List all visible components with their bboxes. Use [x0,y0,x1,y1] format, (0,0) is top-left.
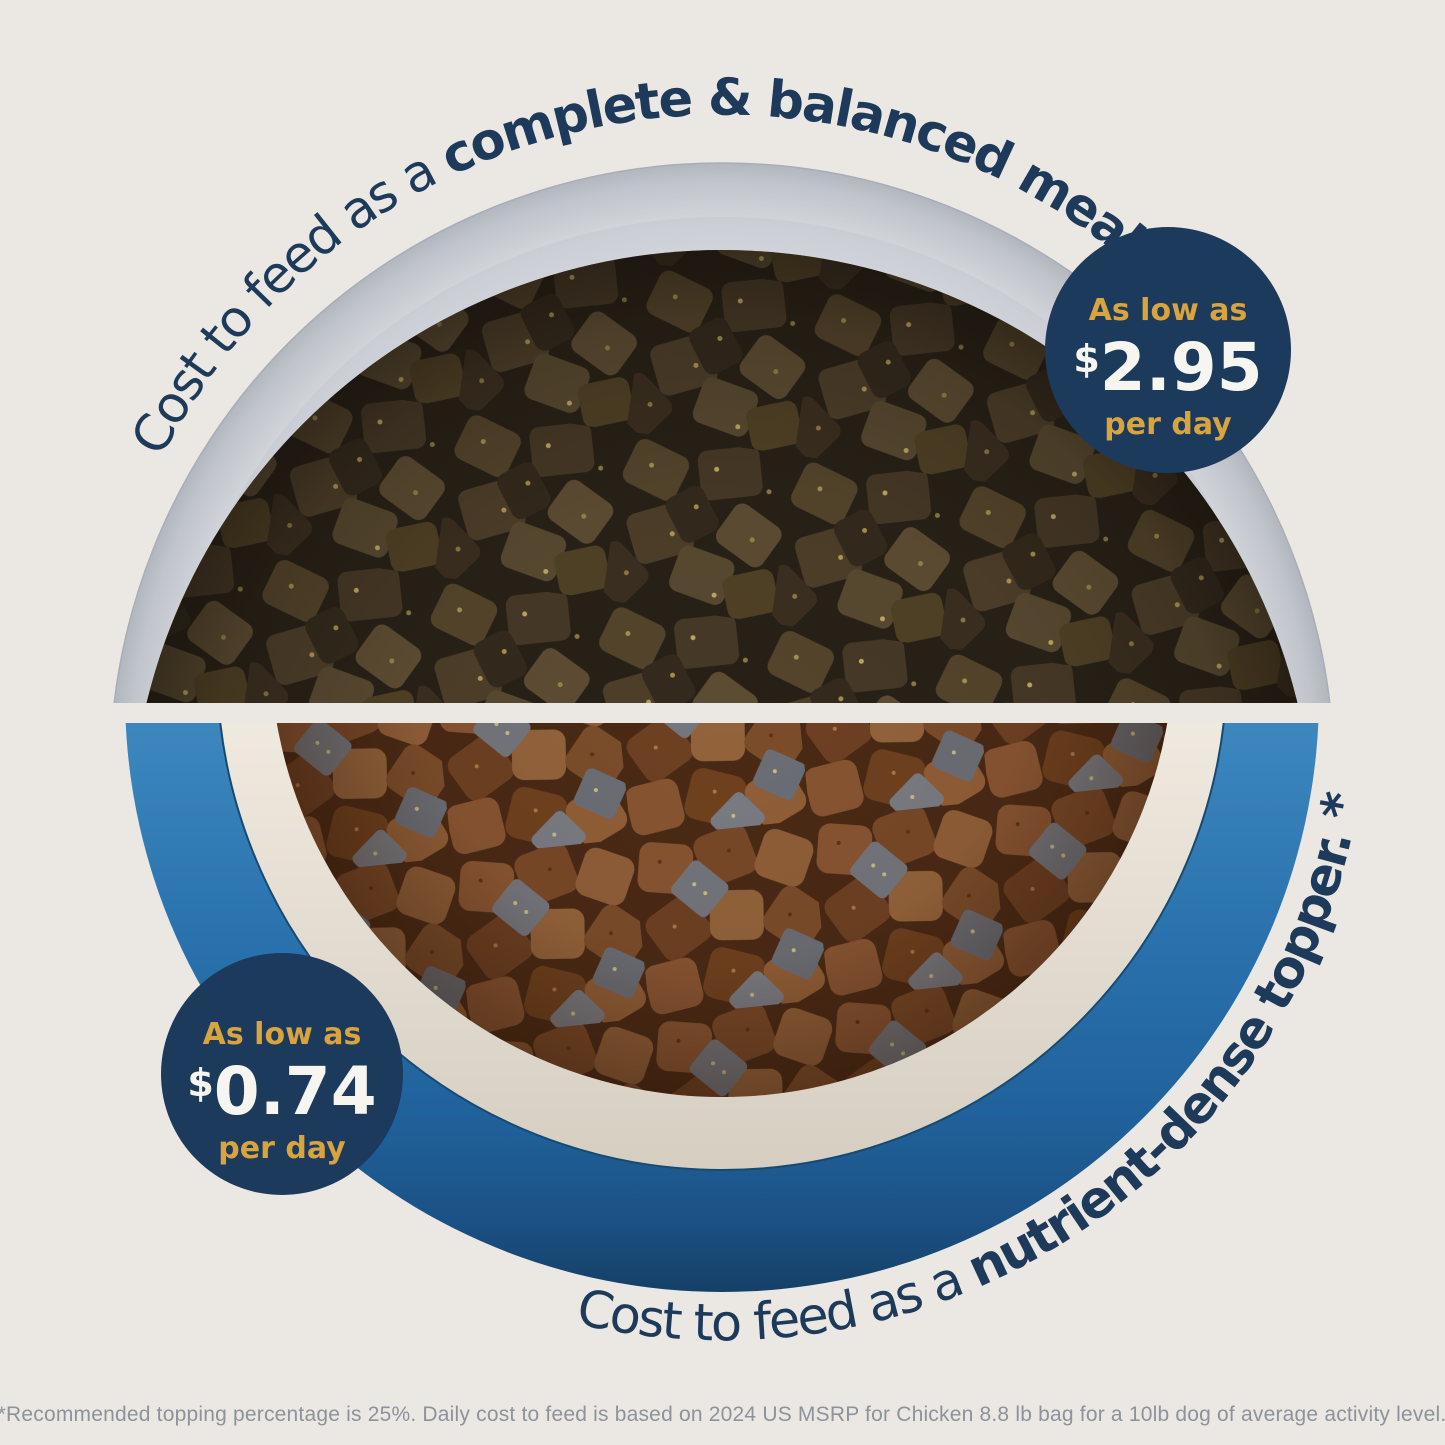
badge-unit-label: per day [1104,407,1232,442]
price-badge-meal: As low as $2.95 per day [1045,227,1291,473]
badge-price: $2.95 [1073,329,1262,406]
price-amount: 0.74 [214,1053,377,1130]
currency-symbol: $ [187,1061,213,1105]
badge-circle [1045,227,1291,473]
price-amount: 2.95 [1100,329,1263,406]
topper-bowl-photo [125,723,1319,1292]
badge-unit-label: per day [218,1131,346,1166]
food-shading [146,250,1298,703]
badge-intro-label: As low as [1089,293,1248,328]
badge-circle [161,953,403,1195]
price-badge-topper: As low as $0.74 per day [161,953,403,1195]
kibble-shading [276,723,1168,1097]
badge-price: $0.74 [187,1053,376,1130]
currency-symbol: $ [1073,337,1099,381]
badge-intro-label: As low as [203,1017,362,1052]
meal-bowl-photo [113,162,1331,703]
footer-disclaimer: *Recommended topping percentage is 25%. … [0,1403,1445,1426]
